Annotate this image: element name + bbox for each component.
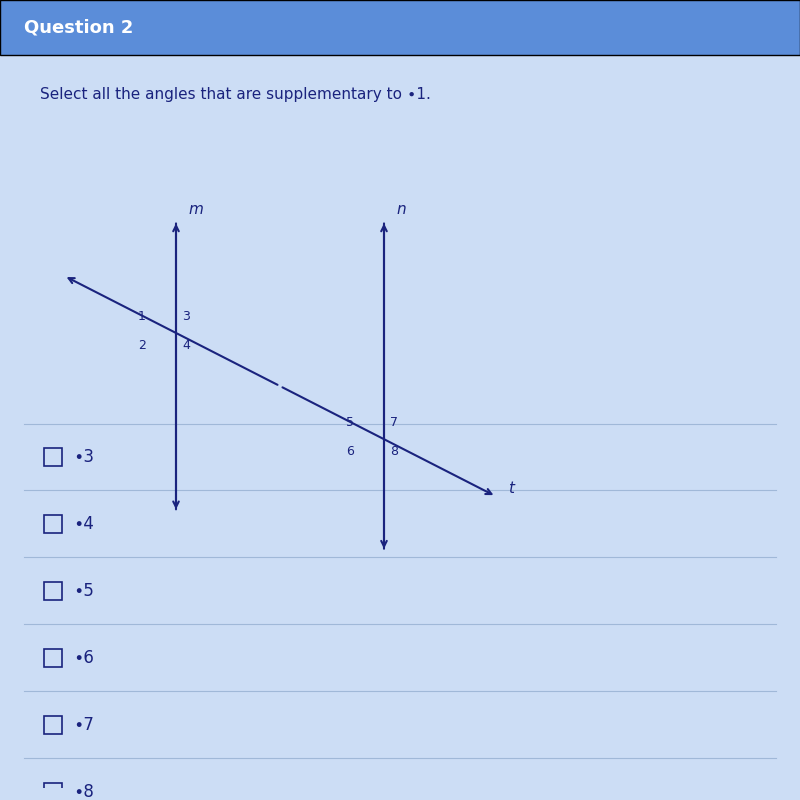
Bar: [44, 716, 62, 734]
Bar: [44, 448, 62, 466]
Bar: [44, 650, 62, 666]
Text: 4: 4: [182, 339, 190, 352]
Text: m: m: [188, 202, 203, 217]
Text: 2: 2: [138, 339, 146, 352]
Text: ∙8: ∙8: [74, 783, 94, 800]
Text: 5: 5: [346, 416, 354, 430]
Text: 1: 1: [138, 310, 146, 323]
Text: ∙5: ∙5: [74, 582, 94, 600]
Bar: [44, 515, 62, 533]
Text: t: t: [508, 481, 514, 496]
Text: 3: 3: [182, 310, 190, 323]
Bar: [44, 783, 62, 800]
Text: 6: 6: [346, 445, 354, 458]
Bar: [44, 582, 62, 600]
Text: 8: 8: [390, 445, 398, 458]
Text: ∙3: ∙3: [74, 448, 94, 466]
Text: ∙4: ∙4: [74, 515, 94, 533]
Text: n: n: [396, 202, 406, 217]
Text: 7: 7: [390, 416, 398, 430]
Text: Question 2: Question 2: [24, 18, 134, 37]
Text: ∙6: ∙6: [74, 649, 94, 667]
Text: Select all the angles that are supplementary to ∙1.: Select all the angles that are supplemen…: [40, 87, 431, 102]
Text: ∙7: ∙7: [74, 716, 94, 734]
FancyBboxPatch shape: [0, 0, 800, 55]
